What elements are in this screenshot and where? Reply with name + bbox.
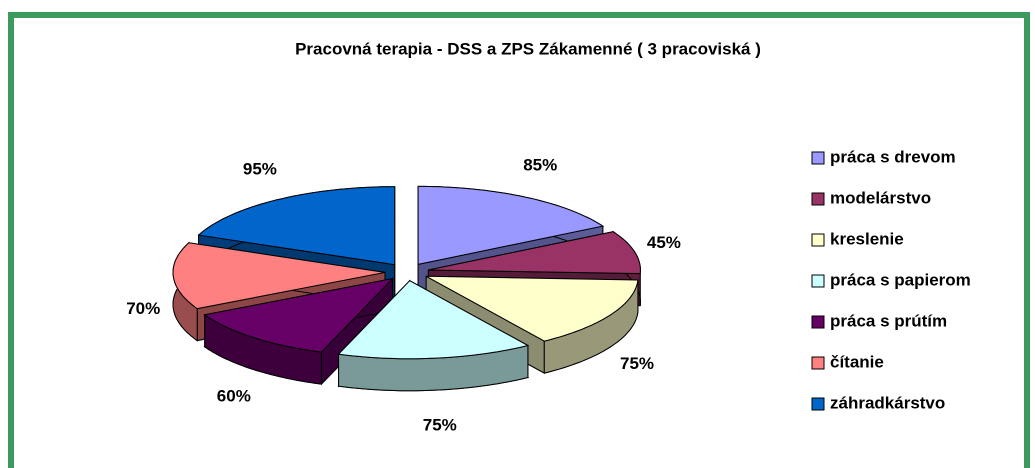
data-label: 60% (217, 386, 251, 405)
chart-title: Pracovná terapia - DSS a ZPS Zákamenné (… (295, 39, 761, 58)
slice-top (172, 242, 386, 310)
legend-label: práca s papierom (830, 270, 971, 289)
slice-top (425, 275, 639, 342)
legend-label: čítanie (830, 352, 884, 371)
data-label: 45% (647, 233, 681, 252)
legend-label: modelárstvo (830, 188, 931, 207)
slice-top (417, 185, 605, 266)
legend-swatch (811, 397, 825, 411)
data-label: 75% (423, 416, 457, 435)
legend-label: záhradkárstvo (830, 393, 945, 412)
legend-label: práca s drevom (830, 147, 956, 166)
legend-swatch (811, 315, 825, 329)
legend-label: práca s prútím (830, 311, 947, 330)
slice-top (337, 280, 530, 360)
legend-swatch (811, 356, 825, 370)
slice-top (197, 186, 396, 266)
data-label: 85% (523, 155, 557, 174)
slice-top (203, 277, 395, 353)
legend-swatch (811, 233, 825, 247)
slice-top (428, 231, 641, 275)
data-label: 95% (243, 159, 277, 178)
data-label: 75% (620, 354, 654, 373)
data-label: 70% (126, 299, 160, 318)
legend-swatch (811, 151, 825, 165)
legend-swatch (811, 274, 825, 288)
legend-swatch (811, 192, 825, 206)
legend-label: kreslenie (830, 229, 904, 248)
slice (337, 279, 530, 392)
